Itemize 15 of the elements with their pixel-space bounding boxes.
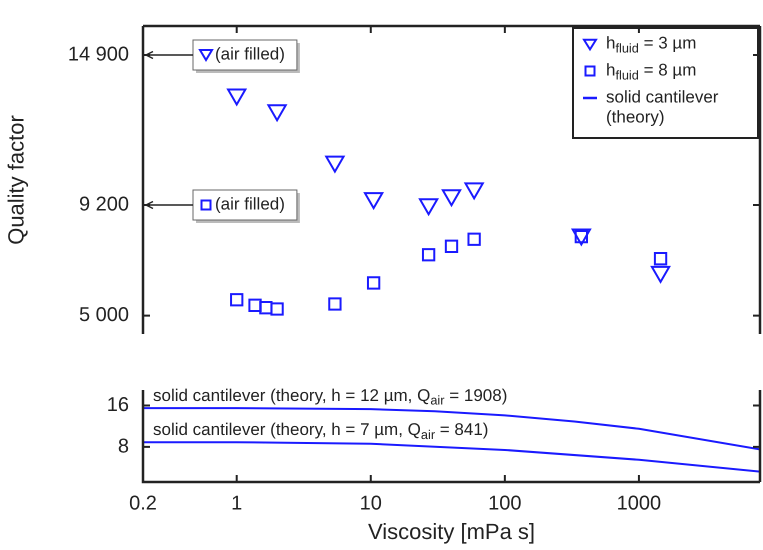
ref-line-label: (air filled) — [215, 194, 285, 214]
y-axis-title: Quality factor — [3, 115, 28, 245]
y-tick-label: 9 200 — [78, 194, 129, 216]
x-axis-title: Viscosity [mPa s] — [368, 518, 536, 544]
x-tick-label: 0.2 — [129, 492, 157, 515]
annotation: solid cantilever (theory) — [606, 88, 719, 127]
x-tick-label: 1000 — [616, 492, 662, 515]
x-tick-label: 10 — [360, 492, 382, 515]
x-tick-label: 100 — [488, 492, 522, 515]
y-tick-label: 5 000 — [78, 304, 129, 326]
y-tick-label: 14 900 — [68, 43, 129, 66]
y-tick-label: 16 — [106, 394, 129, 416]
ref-line-label: (air filled) — [215, 44, 285, 64]
x-tick-label: 1 — [231, 492, 242, 515]
y-tick-label: 8 — [118, 435, 129, 458]
